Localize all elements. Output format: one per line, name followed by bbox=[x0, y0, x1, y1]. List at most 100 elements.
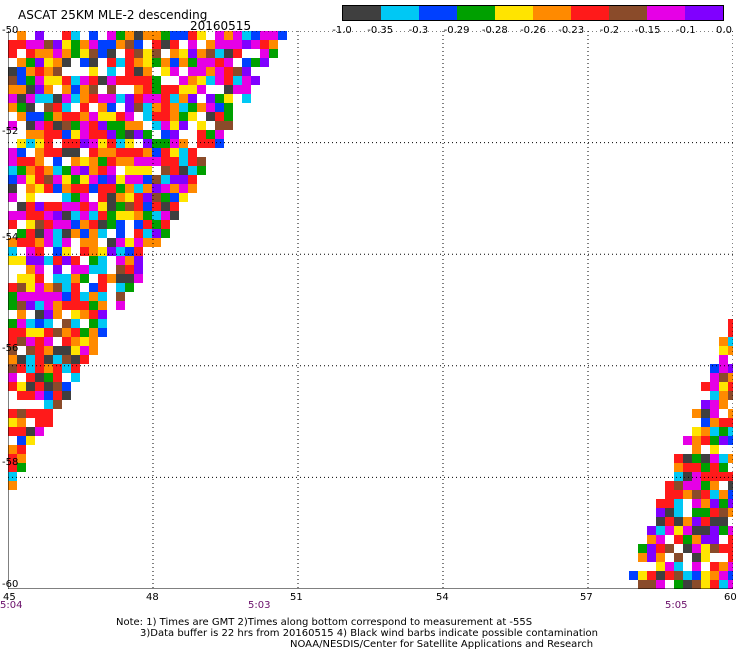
data-cell bbox=[44, 121, 53, 130]
data-cell bbox=[80, 283, 89, 292]
data-cell bbox=[98, 256, 107, 265]
data-cell bbox=[89, 166, 98, 175]
data-cell bbox=[143, 112, 152, 121]
data-cell bbox=[44, 94, 53, 103]
data-cell bbox=[647, 580, 656, 589]
data-cell bbox=[170, 157, 179, 166]
data-cell bbox=[224, 31, 233, 40]
data-cell bbox=[233, 67, 242, 76]
data-cell bbox=[35, 139, 44, 148]
data-cell bbox=[44, 157, 53, 166]
data-cell bbox=[215, 58, 224, 67]
data-cell bbox=[692, 436, 701, 445]
data-cell bbox=[170, 139, 179, 148]
data-cell bbox=[152, 148, 161, 157]
data-cell bbox=[692, 445, 701, 454]
data-cell bbox=[278, 31, 287, 40]
data-cell bbox=[125, 49, 134, 58]
data-cell bbox=[728, 490, 733, 499]
data-cell bbox=[35, 40, 44, 49]
data-cell bbox=[719, 535, 728, 544]
data-cell bbox=[71, 121, 80, 130]
data-cell bbox=[26, 94, 35, 103]
data-cell bbox=[17, 400, 26, 409]
data-cell bbox=[53, 292, 62, 301]
data-cell bbox=[107, 238, 116, 247]
data-cell bbox=[17, 85, 26, 94]
data-cell bbox=[71, 148, 80, 157]
data-cell bbox=[134, 256, 143, 265]
data-cell bbox=[269, 31, 278, 40]
data-cell bbox=[242, 94, 251, 103]
data-cell bbox=[107, 184, 116, 193]
data-cell bbox=[251, 67, 260, 76]
data-cell bbox=[638, 544, 647, 553]
data-cell bbox=[89, 49, 98, 58]
data-cell bbox=[656, 526, 665, 535]
data-cell bbox=[107, 256, 116, 265]
data-cell bbox=[143, 94, 152, 103]
data-cell bbox=[134, 148, 143, 157]
data-cell bbox=[728, 481, 733, 490]
data-cell bbox=[125, 238, 134, 247]
data-cell bbox=[98, 31, 107, 40]
data-cell bbox=[17, 31, 26, 40]
data-cell bbox=[683, 580, 692, 589]
data-cell bbox=[143, 121, 152, 130]
data-cell bbox=[692, 517, 701, 526]
data-cell bbox=[143, 229, 152, 238]
data-cell bbox=[728, 499, 733, 508]
data-cell bbox=[17, 319, 26, 328]
colorbar-swatch bbox=[495, 6, 533, 20]
data-cell bbox=[35, 121, 44, 130]
data-cell bbox=[152, 229, 161, 238]
data-cell bbox=[26, 373, 35, 382]
data-cell bbox=[80, 148, 89, 157]
data-cell bbox=[44, 112, 53, 121]
data-cell bbox=[701, 508, 710, 517]
data-cell bbox=[62, 274, 71, 283]
data-cell bbox=[44, 211, 53, 220]
data-cell bbox=[98, 274, 107, 283]
data-cell bbox=[125, 283, 134, 292]
data-cell bbox=[17, 193, 26, 202]
data-cell bbox=[71, 130, 80, 139]
data-cell bbox=[35, 184, 44, 193]
data-cell bbox=[71, 49, 80, 58]
data-cell bbox=[44, 301, 53, 310]
data-cell bbox=[17, 58, 26, 67]
data-cell bbox=[8, 319, 17, 328]
data-cell bbox=[197, 157, 206, 166]
data-cell bbox=[44, 247, 53, 256]
colorbar-label: -0.15 bbox=[634, 25, 661, 36]
data-cell bbox=[89, 193, 98, 202]
data-cell bbox=[710, 571, 719, 580]
data-cell bbox=[53, 283, 62, 292]
data-cell bbox=[710, 454, 719, 463]
data-cell bbox=[98, 319, 107, 328]
data-cell bbox=[161, 148, 170, 157]
y-tick-label: -50 bbox=[2, 25, 19, 36]
data-cell bbox=[35, 427, 44, 436]
data-cell bbox=[35, 238, 44, 247]
data-cell bbox=[98, 193, 107, 202]
data-cell bbox=[62, 40, 71, 49]
data-cell bbox=[35, 256, 44, 265]
data-cell bbox=[17, 112, 26, 121]
data-cell bbox=[692, 508, 701, 517]
data-cell bbox=[107, 67, 116, 76]
colorbar-swatch bbox=[609, 6, 647, 20]
data-cell bbox=[116, 40, 125, 49]
data-cell bbox=[152, 31, 161, 40]
data-cell bbox=[701, 400, 710, 409]
data-cell bbox=[71, 346, 80, 355]
data-cell bbox=[251, 49, 260, 58]
data-cell bbox=[719, 472, 728, 481]
data-cell bbox=[8, 355, 17, 364]
data-cell bbox=[80, 94, 89, 103]
data-cell bbox=[710, 580, 719, 589]
data-cell bbox=[143, 166, 152, 175]
data-cell bbox=[44, 319, 53, 328]
data-cell bbox=[179, 76, 188, 85]
data-cell bbox=[53, 301, 62, 310]
